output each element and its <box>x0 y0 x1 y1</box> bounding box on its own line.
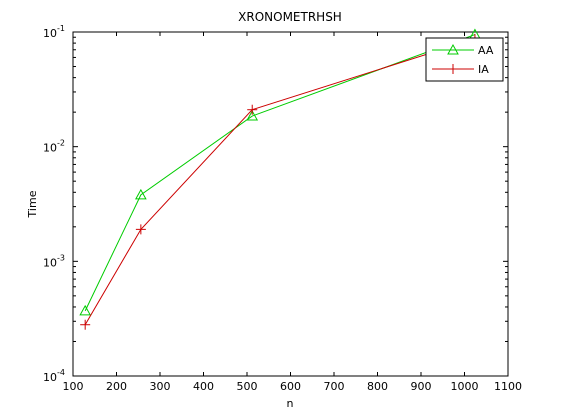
legend-entry-ia: IA <box>432 63 489 76</box>
series-line-ia <box>84 38 476 325</box>
x-tick-label: 300 <box>150 380 171 393</box>
data-point-aa <box>246 110 259 121</box>
x-axis-label: n <box>287 397 294 410</box>
plot-area <box>72 31 509 377</box>
x-tick-label: 400 <box>193 380 214 393</box>
x-tick-label: 600 <box>280 380 301 393</box>
y-tick-base: 10 <box>43 256 57 269</box>
y-tick-label: 10-3 <box>43 253 65 269</box>
data-point-ia <box>135 224 146 235</box>
data-point-ia <box>247 104 258 115</box>
x-tick-label: 900 <box>411 380 432 393</box>
legend-entries: AA IA <box>432 43 494 76</box>
x-tick-label: 800 <box>367 380 388 393</box>
y-tick-exponent: -1 <box>57 24 65 33</box>
legend-label: AA <box>478 44 494 57</box>
y-tick-exponent: -2 <box>57 139 65 148</box>
data-point-ia <box>80 319 91 330</box>
y-tick-base: 10 <box>43 27 57 40</box>
x-tick-label: 1100 <box>494 380 522 393</box>
axes: 100 200 300 400 500 600 700 800 900 1000 110010-41… <box>43 24 522 393</box>
x-tick-label: 1000 <box>451 380 479 393</box>
y-axis-label: Time <box>26 190 39 218</box>
x-tick-label: 700 <box>324 380 345 393</box>
x-tick-label: 500 <box>237 380 258 393</box>
y-tick-base: 10 <box>43 142 57 155</box>
x-tick-label: 200 <box>106 380 127 393</box>
y-tick-exponent: -4 <box>57 368 65 377</box>
legend-entry-aa: AA <box>432 43 494 57</box>
legend-marker <box>448 64 458 74</box>
y-tick-label: 10-1 <box>43 24 65 40</box>
legend-box <box>425 37 504 82</box>
chart-title: XRONOMETRHSH <box>238 10 342 24</box>
y-tick-base: 10 <box>43 371 57 384</box>
y-tick-label: 10-2 <box>43 139 65 155</box>
legend-marker <box>447 43 459 55</box>
x-tick-label: 100 <box>63 380 84 393</box>
series-line-aa <box>84 34 476 312</box>
y-tick-exponent: -3 <box>57 253 65 262</box>
data-point-aa <box>79 304 92 316</box>
data-point-aa <box>135 188 147 200</box>
legend-label: IA <box>478 63 489 76</box>
legend: AA IA <box>425 37 504 82</box>
y-tick-label: 10-4 <box>43 368 65 384</box>
